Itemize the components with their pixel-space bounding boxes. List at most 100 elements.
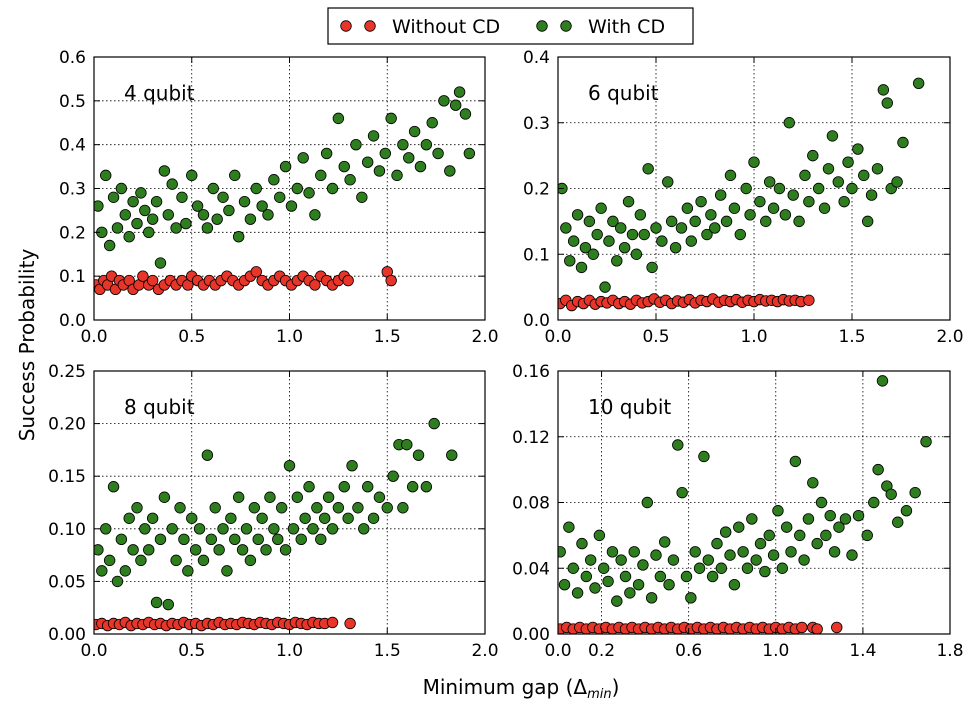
point-with-cd [428,417,440,430]
point-without-cd [811,623,823,634]
point-with-cd [295,533,307,546]
point-with-cd [818,202,831,214]
point-without-cd [342,274,354,287]
point-with-cd [645,592,658,604]
point-with-cd [201,222,214,234]
point-with-cd [162,598,174,611]
point-with-cd [379,147,391,160]
point-with-cd [811,537,823,550]
point-with-cd [728,202,741,214]
legend-marker-with-cd [560,20,572,32]
point-with-cd [789,455,802,468]
point-with-cd [362,156,374,168]
point-with-cd [833,521,845,533]
point-with-cd [842,156,854,168]
point-with-cd [444,165,456,177]
point-with-cd [754,195,766,208]
point-with-cd [180,217,192,230]
point-with-cd [632,578,645,591]
point-with-cd [622,195,635,208]
point-with-cd [576,537,588,550]
point-with-cd [385,112,397,125]
point-with-cd [571,587,584,599]
point-with-cd [807,149,819,162]
point-with-cd [787,189,799,201]
panel-1: 0.0 0.5 1.0 1.5 2.0 0.0 0.1 0.2 0.3 0.4 0.5 0.6 4 qu… [59,48,499,347]
point-with-cd [373,491,386,503]
point-with-cd [689,546,701,558]
point-with-cd [567,235,580,247]
point-with-cd [826,130,839,142]
point-with-cd [750,554,762,566]
point-with-cd [150,195,163,208]
point-with-cd [760,215,772,228]
y-tick-label: 0.5 [59,92,86,112]
point-with-cd [920,435,932,448]
point-with-cd [719,526,732,538]
point-with-cd [367,512,380,524]
point-with-cd [94,544,104,556]
point-with-cd [606,546,619,558]
point-with-cd [236,544,249,556]
point-with-cd [701,228,713,241]
point-without-cd [309,279,321,291]
point-with-cd [812,182,825,195]
point-without-cd [137,270,149,282]
point-with-cd [111,222,124,234]
y-tick-label: 0.4 [523,48,550,68]
point-without-cd [146,274,159,287]
point-with-cd [630,248,643,260]
y-tick-label: 0.1 [59,267,86,287]
point-with-cd [283,459,296,472]
point-with-cd [693,562,706,574]
point-with-cd [94,200,104,212]
legend-marker-without-cd [340,20,352,32]
x-tick-label: 0.0 [544,327,571,347]
point-with-cd [115,533,128,546]
point-with-cd [715,562,728,574]
point-with-cd [754,537,767,550]
point-with-cd [822,163,835,175]
point-with-cd [346,459,358,472]
point-with-cd [832,176,844,188]
point-with-cd [229,533,241,546]
point-with-cd [650,222,662,234]
x-tick-label: 0.2 [588,641,615,661]
x-tick-label: 1.0 [276,641,303,661]
point-with-cd [100,523,112,535]
point-with-cd [397,138,409,151]
point-with-cd [119,565,131,577]
point-with-cd [798,554,810,566]
point-with-cd [659,536,671,548]
point-with-cd [852,509,865,522]
point-with-cd [143,544,155,556]
point-with-cd [154,257,167,269]
point-with-cd [397,502,409,514]
x-tick-label: 0.0 [544,641,571,661]
point-with-cd [734,228,746,241]
point-with-cd [638,228,650,241]
point-with-cd [170,222,182,234]
point-with-cd [111,575,124,588]
legend-marker-with-cd [536,20,548,32]
point-with-cd [579,241,592,254]
point-with-cd [706,570,719,583]
point-with-cd [123,231,135,243]
point-with-cd [123,512,135,524]
x-tick-label: 0.5 [642,327,669,347]
point-without-cd [250,266,262,278]
point-with-cd [344,174,356,186]
panel-annotation: 4 qubit [124,81,195,105]
point-with-cd [285,200,298,212]
y-tick-label: 0.20 [48,415,86,435]
legend-frame [327,7,694,45]
point-with-cd [871,163,884,175]
point-with-cd [201,449,214,461]
x-tick-label: 1.0 [740,327,767,347]
point-with-cd [846,549,858,561]
x-tick-label: 0.6 [675,641,702,661]
x-tick-label: 0.0 [80,327,107,347]
point-with-cd [189,544,202,556]
point-with-cd [641,496,653,509]
point-without-cd [344,617,356,630]
